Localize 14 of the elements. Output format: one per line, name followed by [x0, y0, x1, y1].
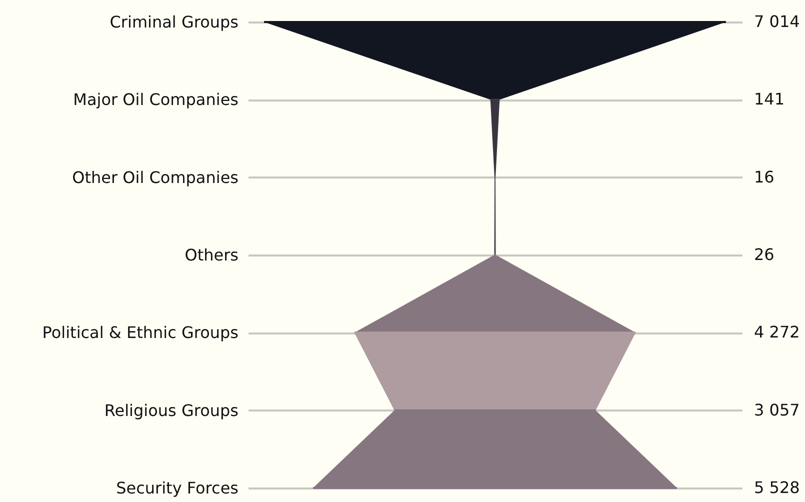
data-label: 3 057	[754, 400, 800, 420]
data-label: 7 014	[754, 12, 800, 31]
category-label: Religious Groups	[104, 400, 238, 420]
category-label: Security Forces	[116, 478, 238, 498]
data-label: 5 528	[754, 478, 800, 497]
category-label: Major Oil Companies	[73, 90, 238, 110]
data-label: 141	[754, 90, 785, 109]
data-label: 26	[754, 245, 774, 264]
category-label: Criminal Groups	[110, 12, 238, 32]
category-label: Others	[184, 246, 238, 264]
data-label: 4 272	[754, 322, 800, 342]
category-label: Other Oil Companies	[72, 168, 238, 187]
data-label: 16	[754, 167, 774, 186]
category-label: Political & Ethnic Groups	[42, 323, 238, 342]
